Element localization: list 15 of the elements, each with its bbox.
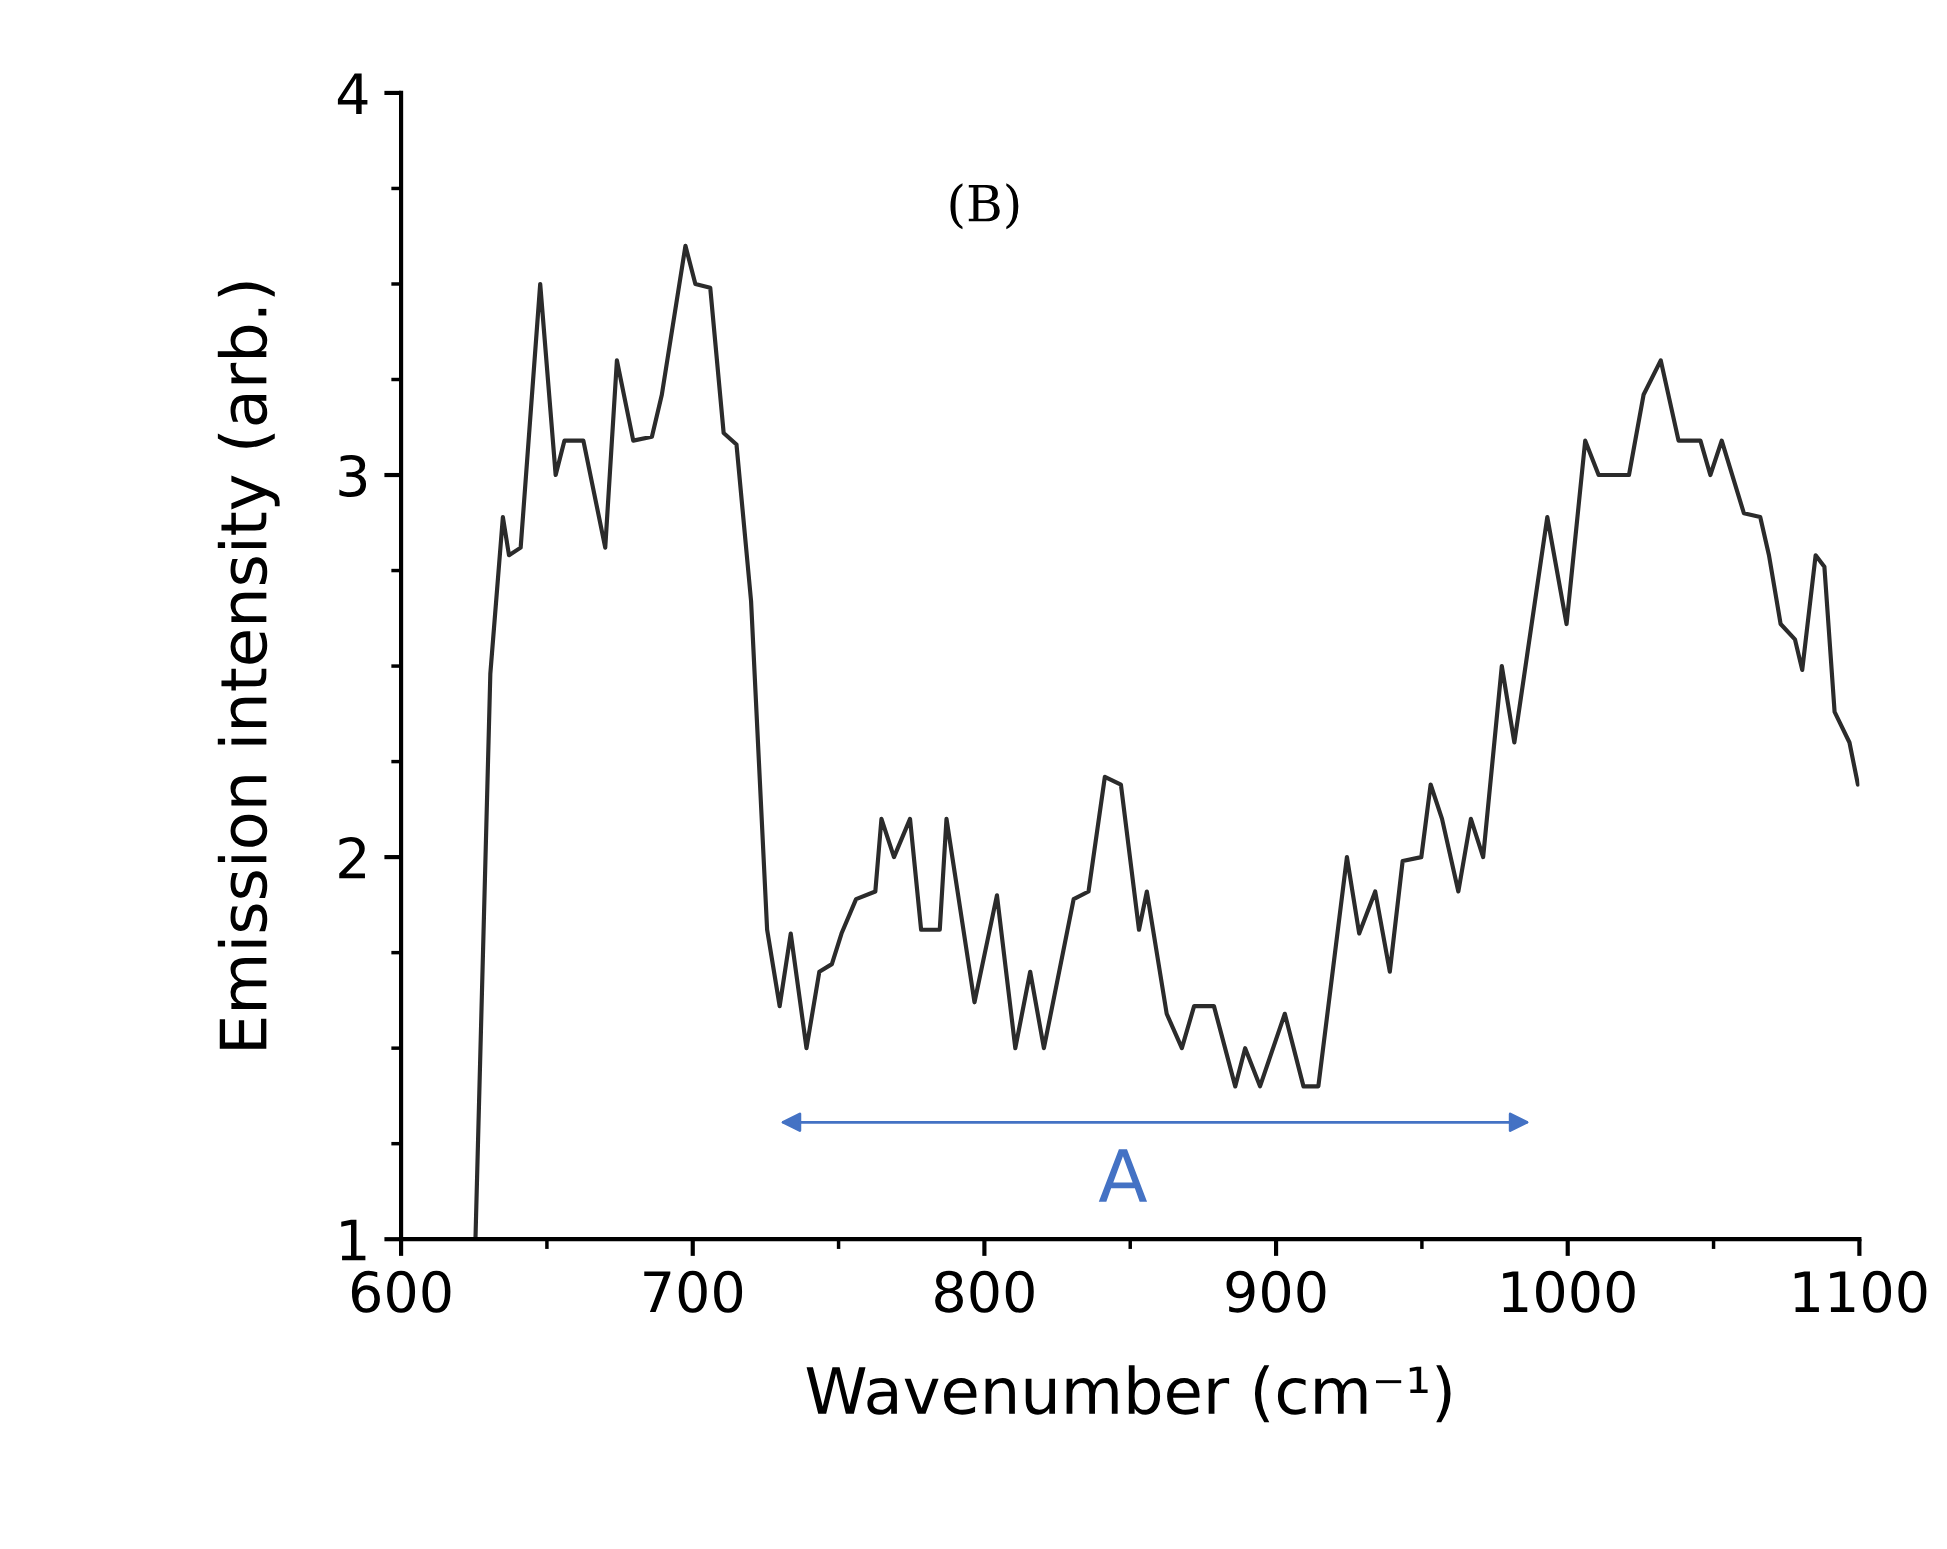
x-tick-label: 700 — [644, 1270, 743, 1313]
text: (B) — [950, 183, 1019, 230]
x-tick-label: 1100 — [1794, 1270, 1927, 1313]
y-tick-label: 4 — [337, 73, 368, 115]
y-tick-label: 3 — [339, 454, 367, 497]
x-tick-label: 800 — [935, 1270, 1034, 1313]
x-tick-label: 600 — [351, 1270, 451, 1313]
line-series — [473, 243, 1860, 1240]
x-tick-label: 900 — [1226, 1270, 1326, 1313]
y-axis-title: Emission intensity (arb.) — [217, 282, 280, 1049]
annotation: A — [1098, 1149, 1148, 1202]
y-tick-label: 1 — [341, 1219, 366, 1261]
y-tick-label: 2 — [339, 836, 365, 879]
x-axis-title: Wavenumber (cm⁻¹) — [806, 1365, 1451, 1423]
x-tick-label: 1000 — [1503, 1270, 1635, 1313]
